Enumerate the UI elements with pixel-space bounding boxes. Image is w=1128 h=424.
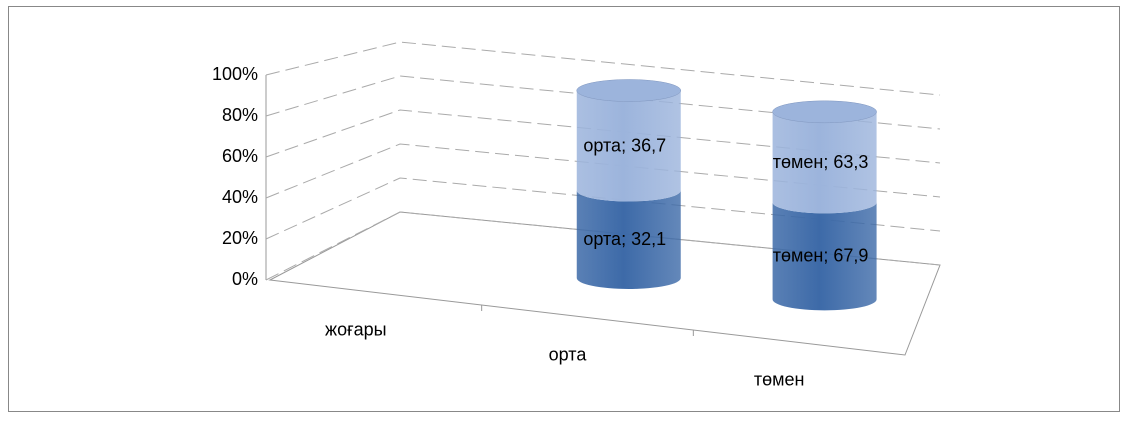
grid-line [265,177,941,240]
cylinder-segment [772,202,877,311]
grid-line [265,143,941,199]
cylinder-segment [576,90,681,202]
grid-line [265,75,941,130]
y-tick-label: 0% [232,269,258,289]
data-label: орта; 36,7 [583,135,666,155]
cylinder-segment [576,190,681,289]
data-label: орта; 32,1 [583,229,666,249]
x-tick-label: жоғары [325,319,387,339]
y-tick-label: 20% [222,228,258,248]
cylinder-segment [772,111,877,214]
grid-line [265,109,941,164]
y-tick-label: 40% [222,187,258,207]
cylinder-top [772,100,877,124]
data-label: төмен; 67,9 [773,246,869,266]
y-tick-label: 80% [222,105,258,125]
cylinder-top [576,79,681,102]
x-tick-label: төмен [754,369,805,389]
data-label: төмен; 63,3 [773,152,869,172]
y-tick-label: 100% [212,64,258,84]
chart-border [8,6,1120,412]
x-tick-label: орта [549,344,588,364]
grid-line [265,211,941,281]
y-tick-label: 60% [222,146,258,166]
grid-line [265,41,941,96]
